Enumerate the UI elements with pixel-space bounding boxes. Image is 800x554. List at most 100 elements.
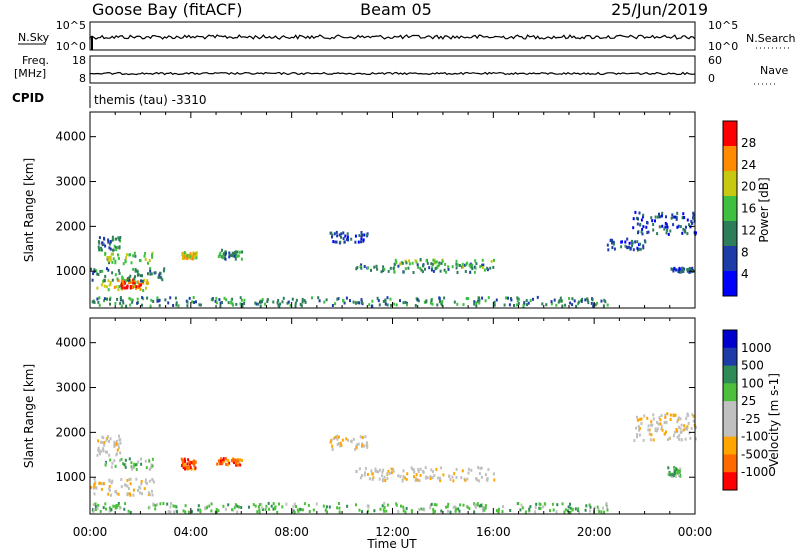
data-cell [180,457,183,461]
data-cell [438,261,441,265]
data-cell [345,437,348,441]
data-cell [216,462,219,466]
data-cell [111,461,114,465]
data-cell [482,509,484,513]
data-cell [519,508,522,512]
data-cell [682,428,685,432]
data-cell [652,413,655,417]
velocity-x-ticks: 00:00 04:00 08:00 12:00 16:00 20:00 00:00 [73,318,712,539]
data-cell [465,263,468,267]
data-cell [679,474,682,478]
data-cell [463,263,466,267]
data-cell [377,299,380,303]
data-cell [455,259,458,263]
data-cell [194,466,197,470]
data-cell [478,472,481,475]
data-cell [315,502,318,506]
data-cell [636,415,638,419]
data-cell [122,301,125,305]
data-cell [430,262,433,266]
data-cell [158,273,161,277]
colorbar-segment [723,418,737,438]
data-cell [384,479,387,482]
data-cell [492,472,495,476]
data-cell [673,431,676,434]
data-cell [183,256,186,260]
data-cell [459,503,462,507]
data-cell [152,502,155,506]
data-cell [475,304,478,308]
data-cell [227,301,230,305]
data-cell [114,443,117,447]
data-cell [664,225,667,229]
data-cell [98,303,101,307]
data-cell [272,300,275,304]
data-cell [665,231,668,235]
data-cell [466,261,469,265]
velocity-colorbar-label: Velocity [m s-1] [767,373,781,467]
data-cell [136,269,139,273]
data-cell [677,416,680,420]
data-cell [276,301,279,305]
data-cell [192,459,195,463]
data-cell [99,509,102,513]
data-cell [133,279,136,283]
data-cell [114,490,117,494]
data-cell [577,300,580,304]
data-cell [138,485,141,489]
data-cell [677,270,680,274]
data-cell [151,253,153,257]
data-cell [94,480,97,484]
data-cell [663,432,666,436]
nsky-label: N.Sky [18,31,50,44]
data-cell [182,463,185,467]
data-cell [286,301,289,305]
data-cell [524,510,527,514]
data-cell [97,448,100,452]
freq-label-line1: Freq. [22,54,49,67]
data-cell [308,510,311,513]
data-cell [355,503,357,507]
data-cell [186,462,189,466]
data-cell [682,269,685,273]
data-cell [222,458,225,461]
data-cell [661,428,664,432]
data-cell [362,238,365,242]
data-cell [651,219,654,223]
data-cell [341,438,344,442]
data-cell [677,418,680,422]
data-cell [635,426,638,430]
data-cell [676,469,679,473]
data-cell [189,255,192,259]
colorbar-segment [723,171,737,197]
data-cell [330,231,333,235]
data-cell [206,506,208,510]
data-cell [129,510,132,514]
data-cell [402,505,405,509]
data-cell [221,461,224,465]
data-cell [484,506,487,510]
data-cell [110,465,113,469]
data-cell [108,506,111,510]
colorbar-tick-label: -1000 [741,465,776,479]
data-cell [492,265,495,269]
data-cell [217,255,220,259]
data-cell [219,251,222,255]
data-cell [446,505,449,509]
data-cell [187,458,190,462]
data-cell [478,298,481,302]
data-cell [408,259,411,263]
data-cell [114,273,117,277]
data-cell [175,303,178,307]
data-cell [373,509,376,513]
data-cell [691,266,694,270]
data-cell [640,218,643,222]
data-cell [395,503,398,507]
data-cell [258,510,261,514]
data-cell [640,417,643,421]
data-cell [151,464,154,468]
data-cell [139,274,142,278]
data-cell [117,446,120,449]
data-cell [678,434,681,438]
data-cell [113,244,116,248]
